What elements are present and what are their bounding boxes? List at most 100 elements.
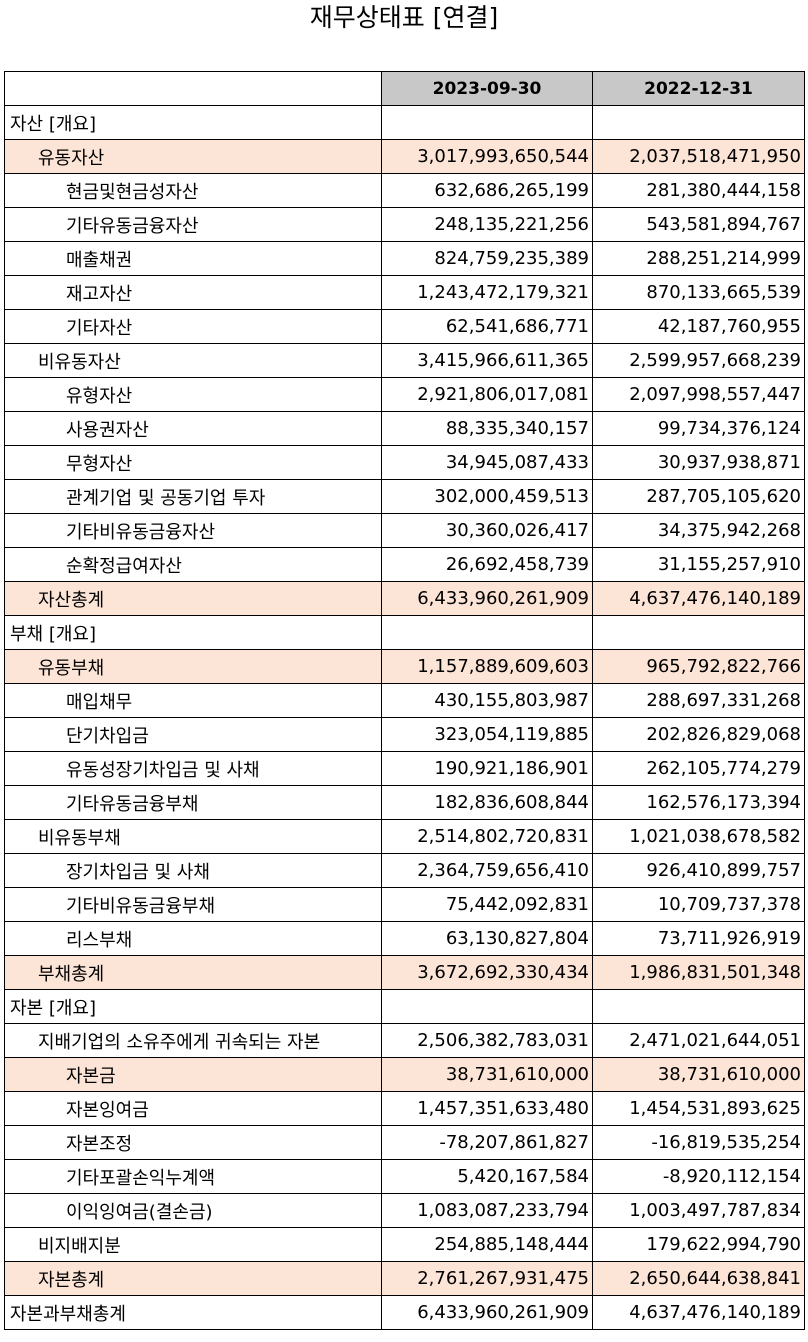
row-label: 사용권자산 [4, 411, 382, 446]
value-2022-12-31: 10,709,737,378 [592, 887, 805, 922]
value-2023-09-30: 2,514,802,720,831 [381, 819, 593, 854]
row-label: 이익잉여금(결손금) [4, 1193, 382, 1228]
value-2022-12-31: -8,920,112,154 [592, 1159, 805, 1194]
row-label: 비유동부채 [4, 819, 382, 854]
row-label: 부채 [개요] [4, 615, 382, 650]
table-row: 비유동자산 3,415,966,611,365 2,599,957,668,239 [4, 343, 805, 378]
value-2023-09-30 [381, 105, 593, 140]
value-2023-09-30: 302,000,459,513 [381, 479, 593, 514]
table-row: 사용권자산 88,335,340,157 99,734,376,124 [4, 411, 805, 446]
value-2023-09-30: 3,017,993,650,544 [381, 139, 593, 174]
row-label: 장기차입금 및 사채 [4, 853, 382, 888]
row-label: 유동자산 [4, 139, 382, 174]
value-2023-09-30: 430,155,803,987 [381, 683, 593, 718]
table-row: 기타유동금융부채 182,836,608,844 162,576,173,394 [4, 785, 805, 820]
value-2023-09-30: 190,921,186,901 [381, 751, 593, 786]
table-row: 재고자산 1,243,472,179,321 870,133,665,539 [4, 275, 805, 310]
row-label: 매출채권 [4, 241, 382, 276]
row-label: 현금및현금성자산 [4, 173, 382, 208]
value-2022-12-31: 2,650,644,638,841 [592, 1261, 805, 1296]
value-2022-12-31: 1,003,497,787,834 [592, 1193, 805, 1228]
table-row: 유동부채 1,157,889,609,603 965,792,822,766 [4, 649, 805, 684]
table-row: 유형자산 2,921,806,017,081 2,097,998,557,447 [4, 377, 805, 412]
row-label: 기타비유동금융자산 [4, 513, 382, 548]
table-row: 지배기업의 소유주에게 귀속되는 자본 2,506,382,783,031 2,47… [4, 1023, 805, 1058]
value-2023-09-30: 5,420,167,584 [381, 1159, 593, 1194]
value-2022-12-31: 543,581,894,767 [592, 207, 805, 242]
value-2023-09-30: 34,945,087,433 [381, 445, 593, 480]
table-row: 기타자산 62,541,686,771 42,187,760,955 [4, 309, 805, 344]
table-row: 자본금 38,731,610,000 38,731,610,000 [4, 1057, 805, 1092]
value-2023-09-30: 1,457,351,633,480 [381, 1091, 593, 1126]
table-row: 기타포괄손익누계액 5,420,167,584 -8,920,112,154 [4, 1159, 805, 1194]
row-label: 자본잉여금 [4, 1091, 382, 1126]
value-2023-09-30: 2,506,382,783,031 [381, 1023, 593, 1058]
table-row: 리스부채 63,130,827,804 73,711,926,919 [4, 921, 805, 956]
value-2023-09-30: 632,686,265,199 [381, 173, 593, 208]
value-2022-12-31: -16,819,535,254 [592, 1125, 805, 1160]
value-2023-09-30: 26,692,458,739 [381, 547, 593, 582]
value-2023-09-30: 88,335,340,157 [381, 411, 593, 446]
value-2022-12-31: 2,471,021,644,051 [592, 1023, 805, 1058]
value-2022-12-31: 1,986,831,501,348 [592, 955, 805, 990]
row-label: 지배기업의 소유주에게 귀속되는 자본 [4, 1023, 382, 1058]
value-2022-12-31: 31,155,257,910 [592, 547, 805, 582]
value-2022-12-31: 42,187,760,955 [592, 309, 805, 344]
row-label: 유형자산 [4, 377, 382, 412]
value-2023-09-30: 6,433,960,261,909 [381, 581, 593, 616]
table-header-row: 2023-09-30 2022-12-31 [4, 71, 805, 106]
value-2022-12-31: 202,826,829,068 [592, 717, 805, 752]
value-2023-09-30: 182,836,608,844 [381, 785, 593, 820]
table-row: 부채총계 3,672,692,330,434 1,986,831,501,348 [4, 955, 805, 990]
value-2022-12-31: 926,410,899,757 [592, 853, 805, 888]
table-row: 자본 [개요] [4, 989, 805, 1024]
row-label: 재고자산 [4, 275, 382, 310]
value-2022-12-31: 870,133,665,539 [592, 275, 805, 310]
row-label: 유동성장기차입금 및 사채 [4, 751, 382, 786]
table-row: 기타비유동금융부채 75,442,092,831 10,709,737,378 [4, 887, 805, 922]
value-2023-09-30: 248,135,221,256 [381, 207, 593, 242]
value-2022-12-31: 262,105,774,279 [592, 751, 805, 786]
row-label: 유동부채 [4, 649, 382, 684]
table-row: 장기차입금 및 사채 2,364,759,656,410 926,410,899,7… [4, 853, 805, 888]
value-2022-12-31: 2,037,518,471,950 [592, 139, 805, 174]
value-2023-09-30: 30,360,026,417 [381, 513, 593, 548]
table-row: 기타비유동금융자산 30,360,026,417 34,375,942,268 [4, 513, 805, 548]
row-label: 기타유동금융부채 [4, 785, 382, 820]
value-2022-12-31: 2,097,998,557,447 [592, 377, 805, 412]
page-title: 재무상태표 [연결] [309, 3, 499, 32]
header-period-current: 2023-09-30 [381, 71, 593, 106]
value-2022-12-31: 99,734,376,124 [592, 411, 805, 446]
value-2023-09-30: 63,130,827,804 [381, 921, 593, 956]
value-2022-12-31: 288,251,214,999 [592, 241, 805, 276]
value-2023-09-30: 2,921,806,017,081 [381, 377, 593, 412]
table-row: 자본잉여금 1,457,351,633,480 1,454,531,893,625 [4, 1091, 805, 1126]
row-label: 자본과부채총계 [4, 1295, 382, 1330]
table-row: 유동성장기차입금 및 사채 190,921,186,901 262,105,774,… [4, 751, 805, 786]
value-2022-12-31: 1,021,038,678,582 [592, 819, 805, 854]
value-2022-12-31: 73,711,926,919 [592, 921, 805, 956]
row-label: 리스부채 [4, 921, 382, 956]
table-row: 비지배지분 254,885,148,444 179,622,994,790 [4, 1227, 805, 1262]
value-2023-09-30: 62,541,686,771 [381, 309, 593, 344]
value-2023-09-30: 824,759,235,389 [381, 241, 593, 276]
value-2023-09-30: 6,433,960,261,909 [381, 1295, 593, 1330]
value-2022-12-31: 162,576,173,394 [592, 785, 805, 820]
value-2023-09-30: 3,672,692,330,434 [381, 955, 593, 990]
value-2022-12-31: 34,375,942,268 [592, 513, 805, 548]
table-row: 매입채무 430,155,803,987 288,697,331,268 [4, 683, 805, 718]
table-row: 유동자산 3,017,993,650,544 2,037,518,471,950 [4, 139, 805, 174]
value-2022-12-31: 4,637,476,140,189 [592, 581, 805, 616]
row-label: 자본금 [4, 1057, 382, 1092]
value-2022-12-31: 2,599,957,668,239 [592, 343, 805, 378]
value-2022-12-31 [592, 105, 805, 140]
value-2023-09-30: 254,885,148,444 [381, 1227, 593, 1262]
value-2023-09-30: 1,083,087,233,794 [381, 1193, 593, 1228]
row-label: 기타유동금융자산 [4, 207, 382, 242]
row-label: 무형자산 [4, 445, 382, 480]
value-2022-12-31 [592, 615, 805, 650]
table-row: 순확정급여자산 26,692,458,739 31,155,257,910 [4, 547, 805, 582]
table-row: 현금및현금성자산 632,686,265,199 281,380,444,158 [4, 173, 805, 208]
row-label: 순확정급여자산 [4, 547, 382, 582]
row-label: 자본 [개요] [4, 989, 382, 1024]
